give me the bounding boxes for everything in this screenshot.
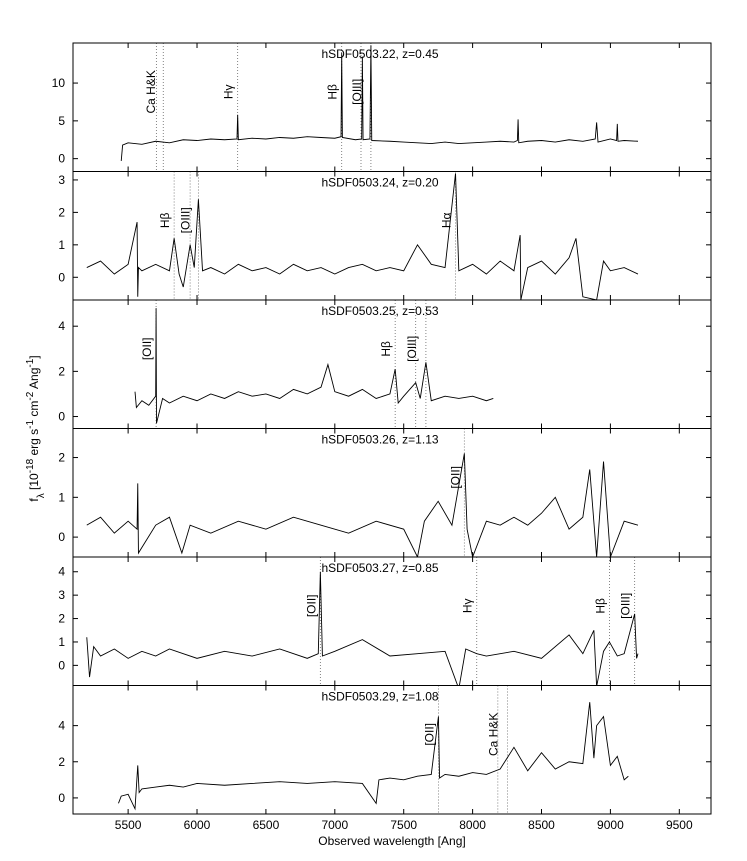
annotation-label: Hγ	[461, 598, 475, 613]
x-tick-label: 9500	[666, 818, 693, 832]
y-tick-label: 10	[52, 76, 66, 90]
annotation-label: [OII]	[140, 337, 154, 360]
y-tick-label: 0	[58, 791, 65, 805]
axes-frame	[72, 171, 712, 301]
annotation-label: [OIII]	[350, 79, 364, 105]
annotation-label: [OIII]	[405, 336, 419, 362]
y-axis-label-part: -2	[25, 391, 36, 400]
y-axis-label-part: cm	[27, 401, 41, 420]
y-axis-label-part: Ang	[27, 368, 41, 392]
y-axis-label-part: [10	[27, 473, 41, 493]
y-tick-label: 4	[58, 565, 65, 579]
x-tick-label: 5500	[115, 818, 142, 832]
panel-title: hSDF0503.24, z=0.20	[321, 176, 438, 190]
y-axis-label-part: erg s	[27, 429, 41, 459]
y-tick-label: 2	[58, 364, 65, 378]
annotation-label: Hα	[440, 212, 454, 228]
annotation-label: Hβ	[379, 341, 393, 357]
annotation-label: Ca H&K	[144, 70, 158, 113]
y-tick-label: 2	[58, 205, 65, 219]
x-tick-label: 8500	[528, 818, 555, 832]
annotation-label: Hβ	[158, 212, 172, 228]
annotation-label: [OIII]	[619, 593, 633, 619]
spectrum-line	[86, 571, 639, 686]
y-tick-label: 1	[58, 635, 65, 649]
y-tick-label: 2	[58, 755, 65, 769]
axes-frame	[72, 42, 712, 172]
axes-frame	[72, 428, 712, 558]
annotation-label: Hγ	[222, 84, 236, 99]
axes-frame	[72, 556, 712, 686]
spectrum-line	[120, 45, 638, 161]
y-tick-label: 0	[58, 410, 65, 424]
y-tick-label: 2	[58, 612, 65, 626]
annotation-label: [OII]	[422, 723, 436, 746]
axes-frame	[72, 685, 712, 815]
annotation-label: Hβ	[326, 84, 340, 100]
y-tick-label: 1	[58, 490, 65, 504]
y-tick-label: 0	[58, 658, 65, 672]
x-tick-label: 7000	[321, 818, 348, 832]
y-axis-label-part: -1	[25, 419, 36, 428]
panel-title: hSDF0503.29, z=1.08	[321, 690, 438, 704]
y-tick-label: 0	[58, 530, 65, 544]
x-tick-label: 6000	[184, 818, 211, 832]
spectrum-line	[134, 308, 494, 424]
annotation-label: Ca H&K	[487, 713, 501, 756]
y-tick-label: 0	[58, 152, 65, 166]
y-axis-label-part: -1	[25, 358, 36, 367]
panel-title: hSDF0503.26, z=1.13	[321, 433, 438, 447]
y-tick-label: 1	[58, 238, 65, 252]
panel-title: hSDF0503.22, z=0.45	[321, 47, 438, 61]
y-tick-label: 3	[58, 588, 65, 602]
x-tick-label: 9000	[597, 818, 624, 832]
panel-title: hSDF0503.27, z=0.85	[321, 561, 438, 575]
y-axis-label-part: f	[27, 498, 41, 502]
y-tick-label: 2	[58, 451, 65, 465]
x-tick-label: 6500	[253, 818, 280, 832]
y-axis-label: fλ [10-18 erg s-1 cm-2 Ang-1]	[25, 355, 47, 501]
panel-title: hSDF0503.25, z=0.53	[321, 304, 438, 318]
spectrum-line	[118, 702, 629, 811]
x-axis-label: Observed wavelength [Ang]	[318, 834, 465, 848]
y-tick-label: 0	[58, 270, 65, 284]
y-axis-label-part: -18	[25, 458, 36, 473]
y-tick-label: 3	[58, 173, 65, 187]
x-tick-label: 8000	[459, 818, 486, 832]
x-tick-label: 7500	[390, 818, 417, 832]
y-tick-label: 4	[58, 719, 65, 733]
y-tick-label: 4	[58, 319, 65, 333]
annotation-label: [OII]	[304, 594, 318, 617]
annotation-label: Hβ	[593, 598, 607, 614]
spectrum-line	[86, 173, 639, 300]
axes-frame	[72, 299, 712, 429]
y-axis-label-part: ]	[27, 355, 41, 358]
spectrum-line	[86, 453, 639, 557]
annotation-label: [OIII]	[178, 207, 192, 233]
y-axis-label-part: λ	[36, 493, 47, 498]
y-tick-label: 5	[58, 114, 65, 128]
